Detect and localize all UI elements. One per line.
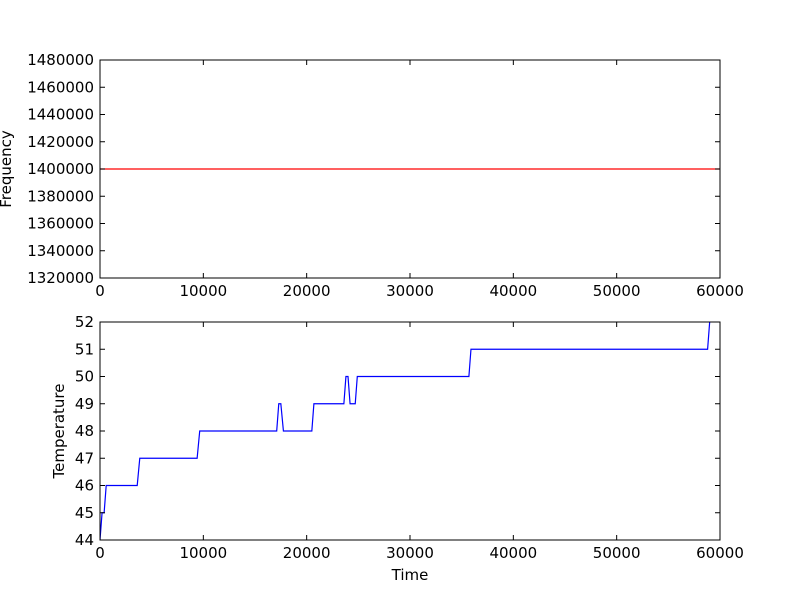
- frequency-y-tick-label: 1400000: [27, 160, 94, 178]
- temperature-y-tick-label: 50: [75, 368, 94, 386]
- frequency-x-tick-label: 0: [95, 282, 105, 300]
- frequency-y-tick-label: 1380000: [27, 187, 94, 205]
- frequency-y-tick-label: 1340000: [27, 242, 94, 260]
- temperature-y-tick-label: 51: [75, 340, 94, 358]
- frequency-y-tick-label: 1420000: [27, 133, 94, 151]
- temperature-y-tick-label: 46: [75, 477, 94, 495]
- frequency-x-tick-label: 60000: [696, 282, 744, 300]
- temperature-y-tick-label: 48: [75, 422, 94, 440]
- frequency-plot: Frequency 0 10000 20000 30000 40000 50000 6000…: [0, 51, 744, 300]
- temperature-y-tick-label: 45: [75, 504, 94, 522]
- temperature-x-tick-label: 40000: [489, 544, 537, 562]
- frequency-y-axis-label: Frequency: [0, 130, 15, 208]
- temperature-y-tick-label: 49: [75, 395, 94, 413]
- temperature-y-axis-label: Temperature: [50, 383, 68, 479]
- temperature-x-tick-label: 20000: [283, 544, 331, 562]
- temperature-x-tick-label: 50000: [593, 544, 641, 562]
- temperature-y-tick-label: 47: [75, 449, 94, 467]
- frequency-y-tick-label: 1440000: [27, 106, 94, 124]
- temperature-series-line: [100, 322, 711, 540]
- temperature-x-tick-label: 30000: [386, 544, 434, 562]
- temperature-plot: Temperature Time 0 10000 20000 30000 40000 50…: [50, 313, 744, 584]
- temperature-x-axis-label: Time: [391, 566, 429, 584]
- frequency-y-tick-label: 1460000: [27, 78, 94, 96]
- frequency-y-tick-label: 1360000: [27, 215, 94, 233]
- frequency-x-tick-label: 30000: [386, 282, 434, 300]
- frequency-x-tick-label: 40000: [489, 282, 537, 300]
- frequency-y-tick-label: 1320000: [27, 269, 94, 287]
- frequency-x-tick-label: 50000: [593, 282, 641, 300]
- frequency-x-tick-label: 20000: [283, 282, 331, 300]
- temperature-x-tick-label: 0: [95, 544, 105, 562]
- temperature-y-tick-label: 52: [75, 313, 94, 331]
- frequency-x-tick-label: 10000: [179, 282, 227, 300]
- temperature-x-tick-label: 60000: [696, 544, 744, 562]
- temperature-x-tick-label: 10000: [179, 544, 227, 562]
- temperature-y-tick-label: 44: [75, 531, 94, 549]
- frequency-y-tick-label: 1480000: [27, 51, 94, 69]
